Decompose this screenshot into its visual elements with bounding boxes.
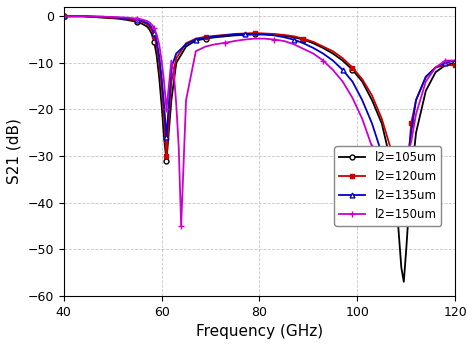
l2=120um bbox=[154, 45, 160, 49]
l2=150um bbox=[222, 41, 228, 45]
l2=150um bbox=[452, 58, 458, 63]
l2=150um bbox=[125, 16, 130, 20]
l2=105um bbox=[154, 54, 160, 58]
l2=105um bbox=[443, 63, 448, 67]
l2=135um bbox=[389, 173, 394, 177]
l2=120um bbox=[61, 14, 66, 18]
l2=120um bbox=[401, 219, 407, 223]
l2=105um bbox=[359, 79, 365, 83]
l2=135um bbox=[61, 14, 66, 18]
l2=150um bbox=[61, 14, 66, 18]
l2=135um bbox=[320, 52, 326, 56]
l2=105um bbox=[401, 280, 407, 284]
l2=135um bbox=[125, 17, 130, 21]
l2=135um bbox=[232, 33, 238, 37]
Legend: l2=105um, l2=120um, l2=135um, l2=150um: l2=105um, l2=120um, l2=135um, l2=150um bbox=[335, 146, 441, 226]
l2=150um bbox=[178, 224, 184, 228]
l2=135um bbox=[178, 47, 184, 51]
l2=105um bbox=[169, 98, 174, 102]
Line: l2=135um: l2=135um bbox=[61, 14, 457, 177]
Line: l2=150um: l2=150um bbox=[60, 13, 459, 229]
l2=135um bbox=[301, 41, 306, 45]
l2=120um bbox=[359, 77, 365, 81]
X-axis label: Frequency (GHz): Frequency (GHz) bbox=[196, 324, 323, 339]
l2=105um bbox=[61, 14, 66, 18]
Y-axis label: S21 (dB): S21 (dB) bbox=[7, 118, 22, 184]
Line: l2=105um: l2=105um bbox=[61, 14, 457, 284]
l2=150um bbox=[291, 42, 297, 46]
Line: l2=120um: l2=120um bbox=[61, 14, 457, 224]
l2=120um bbox=[169, 79, 174, 83]
l2=105um bbox=[452, 61, 458, 65]
l2=150um bbox=[423, 79, 428, 83]
l2=150um bbox=[173, 103, 179, 107]
l2=105um bbox=[330, 52, 336, 56]
l2=120um bbox=[330, 49, 336, 53]
l2=120um bbox=[452, 63, 458, 67]
l2=135um bbox=[452, 58, 458, 63]
l2=150um bbox=[310, 52, 316, 56]
l2=120um bbox=[164, 154, 169, 158]
l2=135um bbox=[423, 75, 428, 79]
l2=120um bbox=[443, 63, 448, 67]
l2=105um bbox=[164, 158, 169, 163]
